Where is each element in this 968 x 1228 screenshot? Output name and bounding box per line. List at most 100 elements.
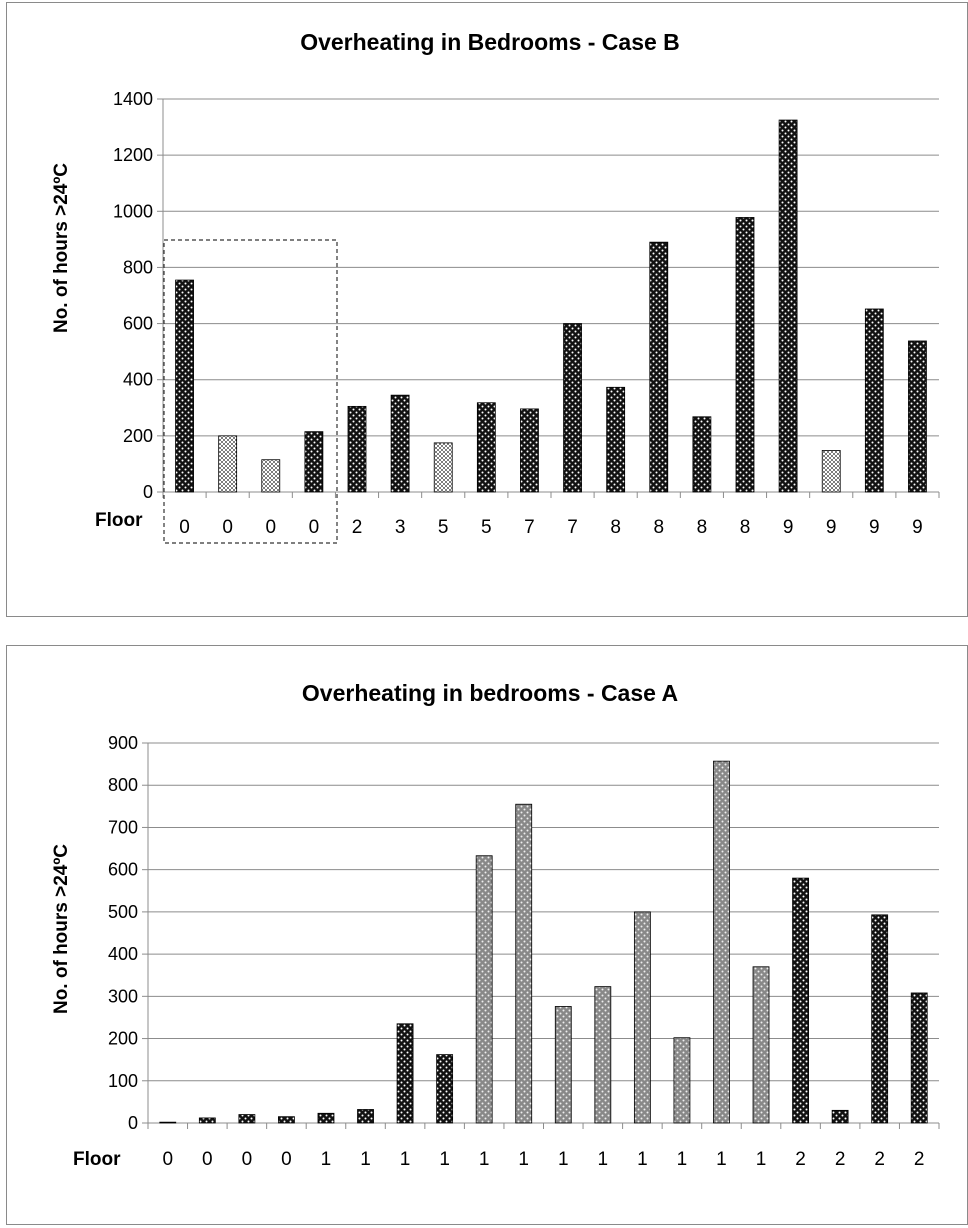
y-tick-label: 600 (108, 860, 138, 880)
x-tick-label: 9 (869, 517, 880, 538)
bar (317, 1112, 335, 1124)
x-tick-label: 2 (835, 1149, 846, 1170)
bar (218, 435, 238, 493)
bar (692, 416, 712, 493)
x-tick-label: 1 (439, 1149, 450, 1170)
x-tick-label: 3 (395, 517, 406, 538)
bar (821, 450, 841, 493)
y-tick-label: 400 (123, 370, 153, 390)
x-tick-label: 0 (162, 1149, 173, 1170)
y-axis-label: No. of hours >24ºC (51, 844, 72, 1014)
x-tick-label: 8 (653, 517, 664, 538)
bar (908, 340, 927, 493)
bar (347, 405, 367, 493)
tick-labels: 0 200 400 600 800 1000 1200 1400 0 0 0 0 2 3 5 5 7 7 8 8 8 8 9… (113, 89, 923, 538)
x-axis-label: Floor (95, 510, 143, 531)
x-tick-label: 9 (912, 517, 923, 538)
y-tick-label: 300 (108, 986, 138, 1006)
chart-case-a-svg: Overheating in bedrooms - Case A No. of … (51, 680, 940, 1170)
x-tick-label: 7 (524, 517, 535, 538)
bar (520, 408, 539, 493)
y-tick-label: 500 (108, 902, 138, 922)
chart-title: Overheating in bedrooms - Case A (302, 680, 678, 706)
bar (475, 855, 493, 1124)
bar (594, 986, 612, 1124)
x-tick-label: 1 (558, 1149, 569, 1170)
x-tick-label: 7 (567, 517, 578, 538)
bar (515, 803, 533, 1124)
x-tick-label: 1 (677, 1149, 688, 1170)
x-tick-label: 0 (179, 517, 190, 538)
y-tick-label: 1000 (113, 201, 153, 221)
x-tick-label: 9 (826, 517, 837, 538)
bar (871, 914, 889, 1124)
x-tick-label: 2 (795, 1149, 806, 1170)
x-tick-label: 1 (756, 1149, 767, 1170)
x-tick-label: 8 (610, 517, 621, 538)
y-axis-label: No. of hours >24ºC (51, 163, 72, 333)
chart-case-b-svg: Overheating in Bedrooms - Case B No. of … (51, 29, 940, 544)
x-tick-label: 0 (309, 517, 320, 538)
bar (175, 279, 194, 493)
bars (159, 760, 928, 1124)
floor-0-highlight-box (163, 239, 338, 544)
bar (390, 394, 410, 493)
y-tick-label: 1200 (113, 145, 153, 165)
bar (396, 1023, 414, 1124)
x-tick-label: 2 (874, 1149, 885, 1170)
bar (433, 442, 453, 493)
x-tick-label: 8 (740, 517, 751, 538)
grid-lines (142, 742, 940, 1129)
bar (910, 992, 928, 1124)
chart-title: Overheating in Bedrooms - Case B (300, 29, 680, 55)
x-tick-label: 0 (281, 1149, 292, 1170)
grid-lines (157, 98, 940, 498)
x-tick-label: 8 (697, 517, 708, 538)
x-tick-label: 0 (222, 517, 233, 538)
x-tick-label: 1 (321, 1149, 332, 1170)
y-tick-label: 800 (108, 775, 138, 795)
y-tick-label: 200 (108, 1029, 138, 1049)
bar (673, 1037, 691, 1124)
bar (554, 1006, 572, 1124)
bar (357, 1109, 374, 1124)
x-tick-label: 5 (481, 517, 492, 538)
x-tick-label: 1 (637, 1149, 648, 1170)
bar (304, 431, 324, 493)
y-tick-label: 0 (143, 482, 153, 502)
bar (159, 1121, 177, 1124)
bar (831, 1109, 849, 1124)
bar (633, 911, 651, 1124)
bars (175, 119, 927, 493)
x-tick-label: 1 (598, 1149, 609, 1170)
bar (752, 966, 770, 1124)
y-tick-label: 800 (123, 257, 153, 277)
y-tick-label: 100 (108, 1071, 138, 1091)
x-tick-label: 1 (360, 1149, 371, 1170)
x-tick-label: 1 (400, 1149, 411, 1170)
x-tick-label: 1 (716, 1149, 727, 1170)
x-tick-label: 0 (202, 1149, 213, 1170)
bar (713, 760, 730, 1124)
x-tick-label: 5 (438, 517, 449, 538)
bar (476, 402, 496, 493)
bar (735, 217, 755, 493)
y-tick-label: 400 (108, 944, 138, 964)
y-tick-label: 700 (108, 817, 138, 837)
x-tick-label: 1 (479, 1149, 490, 1170)
x-tick-label: 0 (265, 517, 276, 538)
x-tick-label: 0 (242, 1149, 253, 1170)
x-tick-label: 9 (783, 517, 794, 538)
bar (649, 241, 669, 493)
x-tick-label: 2 (914, 1149, 925, 1170)
bar (606, 386, 626, 493)
bar (792, 877, 809, 1124)
chart-case-a: Overheating in bedrooms - Case A No. of … (6, 645, 968, 1225)
x-axis-label: Floor (73, 1149, 121, 1170)
bar (198, 1117, 216, 1124)
chart-case-b: Overheating in Bedrooms - Case B No. of … (6, 2, 968, 617)
tick-labels: 0 100 200 300 400 500 600 700 800 900 0 0 0 0 1 1 1 1 1 1 1 1… (108, 733, 925, 1170)
bar (278, 1116, 295, 1124)
bar (864, 308, 884, 493)
bar (238, 1114, 256, 1124)
